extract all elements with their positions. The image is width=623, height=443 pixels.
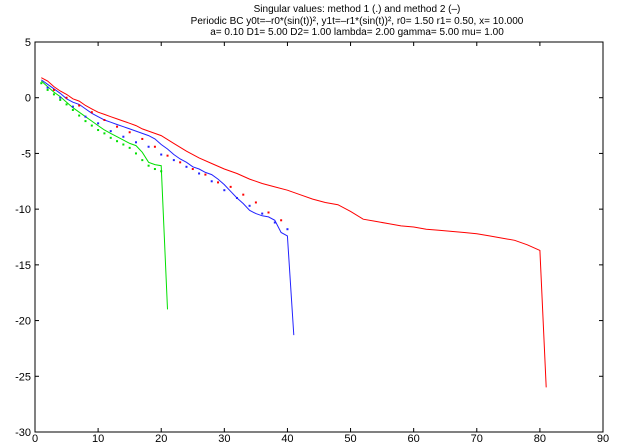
plot-frame	[34, 41, 604, 433]
series-point-3	[97, 122, 100, 125]
series-point-5	[191, 168, 194, 171]
series-point-1	[134, 152, 137, 155]
series-point-3	[134, 141, 137, 144]
x-tick-label: 50	[344, 433, 356, 443]
x-tick-label: 40	[281, 433, 293, 443]
series-point-1	[90, 124, 93, 127]
y-tick-label: -30	[15, 427, 31, 439]
series-point-5	[179, 161, 182, 164]
series-point-3	[185, 165, 188, 168]
series-point-1	[128, 146, 131, 149]
series-point-1	[147, 164, 150, 167]
series-point-1	[122, 143, 125, 146]
x-tick-label: 90	[597, 433, 609, 443]
y-tick-label: -5	[21, 148, 31, 160]
series-point-5	[90, 111, 93, 114]
series-point-1	[71, 108, 74, 111]
series-point-1	[78, 114, 81, 117]
series-point-3	[273, 221, 276, 224]
y-tick-label: 0	[25, 93, 31, 105]
series-point-5	[254, 201, 257, 204]
series-point-5	[229, 185, 232, 188]
series-point-5	[204, 173, 207, 176]
series-line-0	[40, 80, 168, 310]
y-tick-label: -15	[15, 260, 31, 272]
x-tick-label: 10	[92, 433, 104, 443]
series-point-3	[210, 180, 213, 183]
y-tick-label: 5	[25, 37, 31, 49]
series-line-2	[41, 79, 295, 336]
series-point-5	[128, 131, 131, 134]
series-point-3	[235, 197, 238, 199]
x-tick-label: 0	[32, 433, 38, 443]
series-point-1	[116, 140, 119, 143]
series-point-3	[109, 130, 112, 133]
series-point-3	[122, 135, 125, 138]
series-point-5	[116, 125, 119, 128]
series-point-1	[97, 129, 100, 132]
series-point-3	[172, 159, 175, 162]
series-point-3	[84, 115, 87, 118]
series-point-5	[217, 181, 220, 184]
series-point-5	[242, 193, 245, 196]
series-point-1	[153, 168, 156, 171]
series-point-3	[71, 105, 74, 108]
series-point-5	[267, 211, 270, 214]
series-point-1	[65, 103, 68, 106]
series-point-1	[52, 93, 55, 96]
chart-title-line-3: a= 0.10 D1= 5.00 D2= 1.00 lambda= 2.00 g…	[210, 27, 504, 38]
series-point-1	[40, 82, 43, 85]
chart-title-line-2: Periodic BC y0t=–r0*(sin(t))², y1t=–r1*(…	[191, 16, 524, 27]
series-point-1	[160, 170, 163, 173]
x-tick-label: 70	[471, 433, 483, 443]
series-point-3	[223, 189, 226, 192]
series-point-5	[166, 154, 169, 157]
series-point-1	[84, 120, 87, 123]
x-tick-label: 60	[408, 433, 420, 443]
series-point-1	[103, 132, 106, 135]
series-point-3	[198, 172, 201, 175]
x-tick-label: 30	[218, 433, 230, 443]
series-point-3	[286, 228, 289, 231]
y-tick-label: -20	[15, 316, 31, 328]
chart-title-line-1: Singular values: method 1 (.) and method…	[254, 4, 461, 15]
series-line-4	[41, 77, 547, 388]
series-point-1	[46, 88, 49, 91]
series-point-5	[153, 145, 156, 148]
series-point-1	[141, 159, 144, 162]
series-point-5	[280, 219, 283, 222]
series-point-3	[160, 153, 163, 156]
series-point-1	[59, 98, 62, 101]
x-tick-label: 80	[534, 433, 546, 443]
x-tick-label: 20	[155, 433, 167, 443]
series-point-5	[103, 119, 106, 121]
series-point-1	[109, 136, 112, 139]
series-point-3	[46, 86, 49, 89]
series-point-3	[147, 145, 150, 148]
series-point-3	[261, 212, 264, 215]
y-tick-label: -10	[15, 204, 31, 216]
series-point-5	[52, 88, 55, 91]
series-point-3	[248, 204, 251, 207]
series-point-5	[65, 96, 68, 99]
series-point-3	[59, 96, 62, 99]
series-point-5	[78, 104, 81, 107]
y-tick-label: -25	[15, 371, 31, 383]
series-point-5	[141, 137, 144, 140]
